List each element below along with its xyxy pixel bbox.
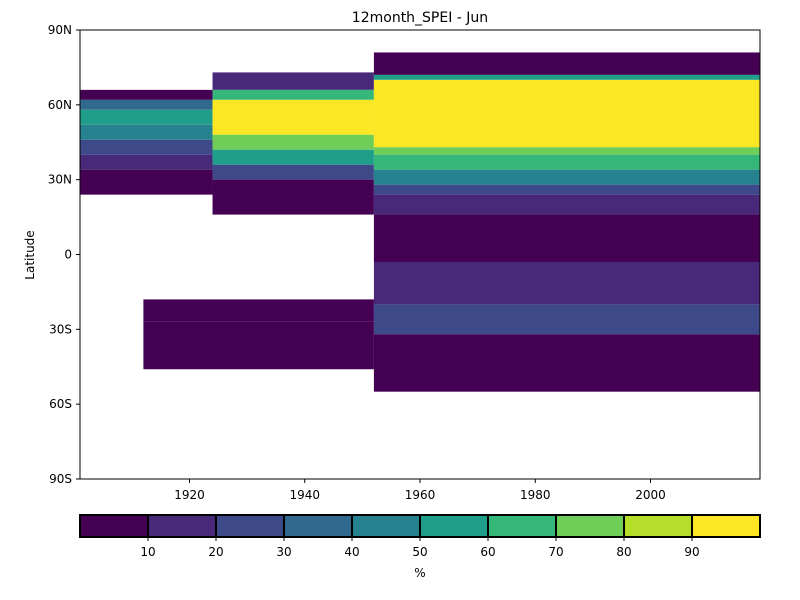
plot-area (79, 29, 761, 480)
x-tick-label: 2000 (635, 488, 666, 502)
heatmap-cell (373, 147, 760, 155)
colorbar-swatch (623, 514, 693, 538)
colorbar-tick-label: 70 (548, 545, 563, 559)
heatmap-cell (212, 89, 374, 100)
heatmap-cell (212, 99, 374, 135)
heatmap-cell (143, 321, 374, 370)
y-tick-label: 60N (48, 98, 72, 112)
heatmap-cell (373, 184, 760, 195)
colorbar-tick-label: 90 (684, 545, 699, 559)
heatmap-cell (80, 109, 213, 125)
heatmap-cell (80, 139, 213, 155)
colorbar-swatch (147, 514, 217, 538)
colorbar-swatch (283, 514, 353, 538)
y-tick-label: 30S (49, 322, 72, 336)
colorbar-tick-label: 60 (480, 545, 495, 559)
heatmap-cell (373, 169, 760, 185)
colorbar-swatch (691, 514, 761, 538)
heatmap-cell (80, 124, 213, 140)
heatmap-cell (373, 261, 760, 305)
colorbar-tick-label: 10 (140, 545, 155, 559)
heatmap-cell (212, 149, 374, 165)
colorbar-swatch (215, 514, 285, 538)
heatmap-cell (373, 334, 760, 392)
heatmap-cell (80, 99, 213, 110)
chart-title: 12month_SPEI - Jun (352, 10, 488, 26)
colorbar-tick-label: 50 (412, 545, 427, 559)
heatmap-cell (373, 74, 760, 80)
heatmap-cell (212, 72, 374, 90)
heatmap-cells (80, 52, 760, 392)
heatmap-cell (80, 154, 213, 170)
colorbar-swatch (79, 514, 149, 538)
heatmap-cell (373, 52, 760, 75)
x-axis: 1920 1940 1960 1980 2000 (174, 479, 666, 502)
colorbar-tick-label: 20 (208, 545, 223, 559)
x-tick-label: 1960 (405, 488, 436, 502)
y-tick-label: 90N (48, 23, 72, 37)
heatmap-cell (212, 134, 374, 150)
y-tick-label: 0 (64, 248, 72, 262)
colorbar-swatch (419, 514, 489, 538)
colorbar-tick-label: 40 (344, 545, 359, 559)
x-tick-label: 1980 (520, 488, 551, 502)
x-tick-label: 1940 (289, 488, 320, 502)
y-tick-label: 90S (49, 472, 72, 486)
colorbar-swatch (555, 514, 625, 538)
y-tick-label: 60S (49, 397, 72, 411)
colorbar-label: % (414, 566, 425, 580)
heatmap-cell (80, 89, 213, 100)
colorbar-tick-label: 80 (616, 545, 631, 559)
colorbar-swatch (487, 514, 557, 538)
y-tick-label: 30N (48, 173, 72, 187)
heatmap-cell (212, 179, 374, 215)
heatmap-cell (373, 154, 760, 170)
y-axis: 90N 60N 30N 0 30S 60S 90S (48, 23, 80, 486)
x-tick-label: 1920 (174, 488, 205, 502)
heatmap-cell (373, 304, 760, 335)
heatmap-cell (143, 299, 374, 322)
colorbar-tick-label: 30 (276, 545, 291, 559)
heatmap-cell (373, 194, 760, 215)
colorbar-swatch (351, 514, 421, 538)
heatmap-cell (212, 164, 374, 180)
heatmap-cell (373, 79, 760, 148)
y-axis-label: Latitude (23, 230, 37, 279)
heatmap-cell (373, 214, 760, 262)
colorbar: 10 20 30 40 50 60 70 80 90 (79, 514, 761, 559)
heatmap-cell (80, 169, 213, 195)
